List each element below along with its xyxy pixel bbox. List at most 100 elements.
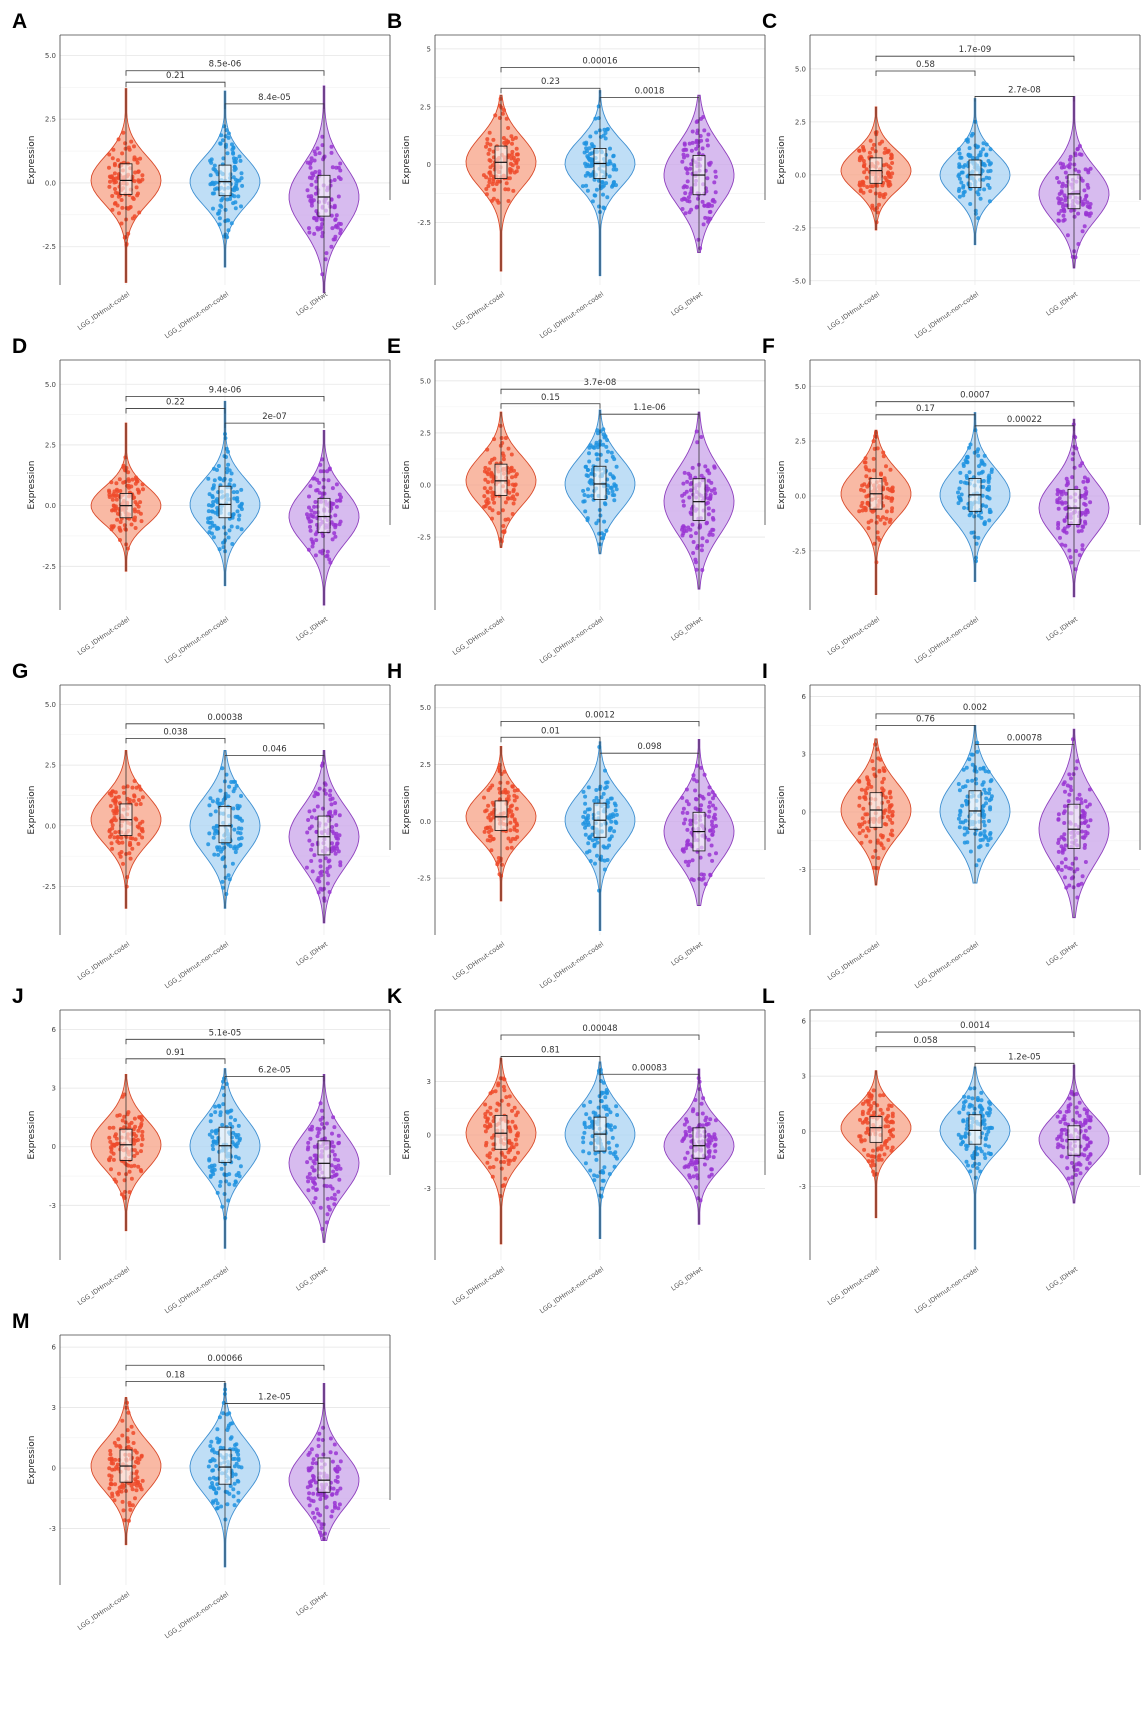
p-value-label: 0.18 [166,1370,185,1380]
data-point [508,170,513,175]
data-point [865,500,870,505]
data-point [207,1132,212,1137]
data-point [107,165,111,170]
data-point [236,1490,241,1495]
data-point [682,155,686,160]
data-point [314,1188,318,1192]
data-point [708,160,713,165]
data-point [871,439,876,444]
data-point [862,1147,867,1152]
x-tick-label: LGG_IDHwt [295,1590,330,1618]
y-tick-label: 5.0 [45,381,56,389]
data-point [586,494,591,499]
data-point [708,800,712,805]
data-point [988,1102,993,1106]
data-point [875,210,880,215]
y-tick-label: 0 [427,161,431,169]
data-point [123,455,128,460]
data-point [131,1127,136,1132]
p-value-label: 0.17 [916,404,935,414]
data-point [859,840,864,845]
p-value-label: 0.0018 [635,87,665,97]
data-point [697,1079,702,1084]
y-tick-label: -3 [49,1202,56,1210]
data-point [586,813,591,818]
data-point [233,1179,238,1184]
significance-bracket [224,1076,325,1082]
data-point [714,851,718,856]
data-point [956,490,960,495]
significance-bracket [125,723,325,729]
data-point [614,1143,619,1148]
data-point [594,795,599,800]
data-point [976,216,981,221]
y-axis-label: Expression [777,786,787,835]
data-point [491,196,496,201]
data-point [312,1176,317,1181]
data-point [239,487,244,492]
data-point [1088,818,1093,823]
data-point [972,1086,977,1091]
data-point [681,185,686,190]
data-point [219,1166,224,1171]
data-point [133,837,138,842]
data-point [978,766,983,771]
data-point [702,128,707,133]
data-point [312,476,317,481]
data-point [1066,1109,1071,1114]
data-point [699,1101,704,1106]
data-point [335,1479,340,1484]
data-point [112,835,117,840]
data-point [110,207,115,212]
box [1067,1125,1081,1156]
data-point [695,763,699,768]
data-point [314,185,319,190]
data-point [240,183,245,188]
data-point [607,816,612,821]
data-point [596,1105,601,1110]
data-point [238,843,243,848]
data-point [512,483,517,488]
data-point [125,1400,129,1405]
data-point [486,467,491,472]
data-point [127,1503,132,1508]
x-tick-label: LGG_IDHmut-non-codel [538,615,605,665]
data-point [1063,1121,1068,1126]
data-point [483,809,488,814]
data-point [869,1163,874,1168]
box [1067,803,1081,849]
data-point [707,210,712,214]
data-point [499,105,504,110]
data-point [977,153,982,158]
data-point [1075,895,1080,900]
data-point [1074,766,1079,771]
data-point [680,197,685,202]
data-point [234,783,239,788]
data-point [113,1482,118,1487]
data-point [1063,170,1068,175]
y-tick-label: 5.0 [45,52,56,60]
data-point [488,486,493,491]
data-point [228,197,233,201]
data-point [115,834,120,839]
data-point [865,1120,870,1125]
data-point [225,151,230,156]
p-value-label: 0.23 [541,77,560,87]
p-value-label: 5.1e-05 [209,1028,242,1038]
data-point [312,1144,317,1149]
data-point [137,832,142,837]
data-point [1083,486,1088,491]
data-point [508,839,513,844]
data-point [957,176,962,181]
data-point [705,176,710,181]
data-point [860,1120,865,1125]
data-point [883,1117,888,1122]
data-point [506,187,511,192]
data-point [223,531,228,536]
data-point [110,789,115,794]
data-point [239,507,244,512]
data-point [515,788,520,793]
p-value-label: 8.4e-05 [258,93,291,103]
